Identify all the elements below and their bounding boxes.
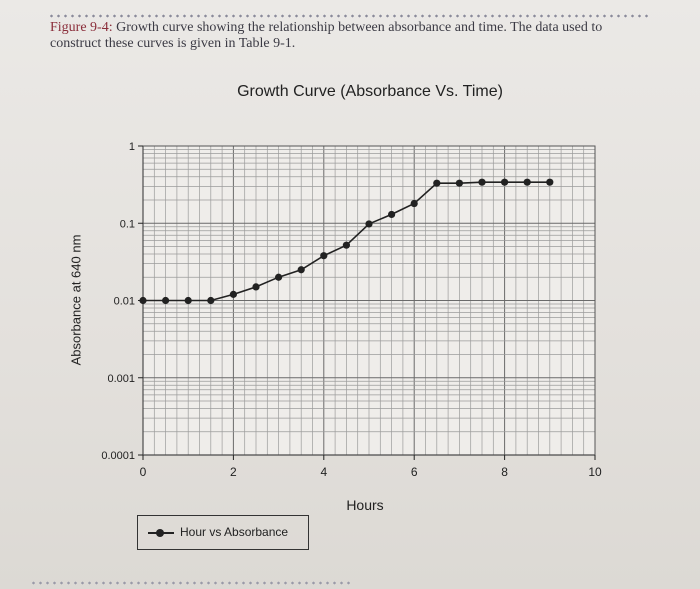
data-point bbox=[546, 178, 554, 186]
data-point bbox=[501, 178, 509, 186]
y-tick-label: 1 bbox=[129, 141, 135, 153]
data-point bbox=[320, 252, 328, 260]
figure-caption: Figure 9-4: Growth curve showing the rel… bbox=[50, 20, 650, 52]
data-point bbox=[523, 178, 531, 186]
data-point bbox=[478, 178, 486, 186]
data-point bbox=[410, 199, 418, 208]
data-point bbox=[433, 179, 441, 187]
data-point bbox=[139, 296, 147, 305]
decorative-dotted-rule-top bbox=[48, 14, 648, 18]
data-point bbox=[297, 266, 305, 274]
y-tick-label: 0.01 bbox=[114, 296, 135, 308]
y-axis-label: Absorbance at 640 nm bbox=[68, 234, 84, 366]
chart-title: Growth Curve (Absorbance Vs. Time) bbox=[237, 83, 503, 100]
data-point bbox=[229, 290, 237, 298]
data-point bbox=[252, 283, 260, 291]
legend-series-label: Hour vs Absorbance bbox=[180, 525, 289, 539]
legend-dot-marker bbox=[156, 529, 164, 537]
data-point bbox=[365, 220, 373, 228]
x-tick-label: 0 bbox=[140, 465, 147, 479]
x-axis-label: Hours bbox=[346, 497, 384, 513]
data-point bbox=[207, 296, 215, 305]
y-tick-label: 0.001 bbox=[107, 373, 135, 385]
data-point bbox=[162, 296, 170, 305]
x-tick-label: 2 bbox=[230, 465, 237, 479]
chart-legend: Hour vs Absorbance bbox=[137, 515, 309, 550]
data-point bbox=[184, 296, 192, 305]
figure-caption-label: Figure 9-4: bbox=[50, 20, 113, 35]
figure-caption-text: Growth curve showing the relationship be… bbox=[50, 20, 603, 51]
data-point bbox=[275, 273, 283, 281]
data-point bbox=[342, 241, 350, 249]
y-tick-label: 0.1 bbox=[120, 218, 135, 230]
x-tick-label: 6 bbox=[411, 465, 418, 479]
data-point bbox=[455, 179, 463, 187]
decorative-dotted-rule-bottom bbox=[30, 581, 350, 585]
y-tick-label: 0.0001 bbox=[101, 450, 135, 462]
x-tick-label: 4 bbox=[320, 465, 327, 479]
x-tick-label: 8 bbox=[501, 465, 508, 479]
x-tick-label: 10 bbox=[588, 465, 602, 479]
data-point bbox=[388, 210, 396, 219]
